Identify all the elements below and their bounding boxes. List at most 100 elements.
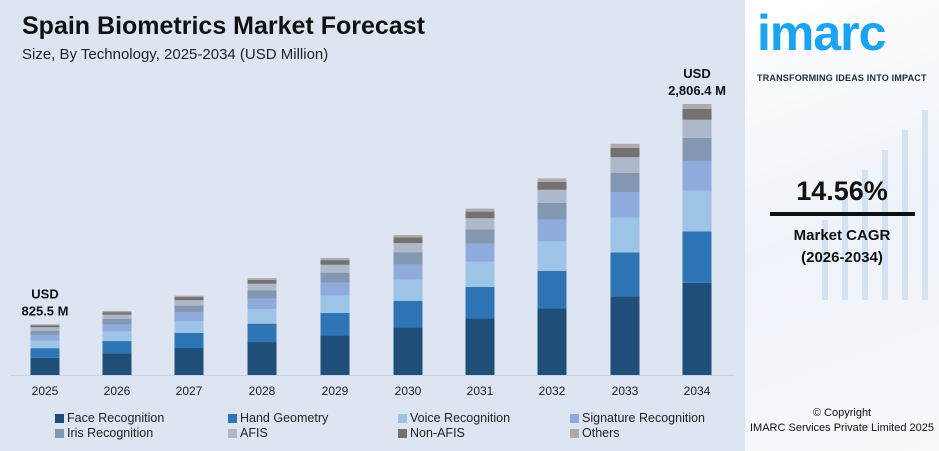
bar-segment-2026-signature-recognition xyxy=(102,324,132,332)
bar-segment-2032-voice-recognition xyxy=(537,241,567,271)
data-label: USD xyxy=(31,286,58,301)
copyright-company: IMARC Services Private Limited 2025 xyxy=(749,422,934,434)
cagr-divider xyxy=(770,212,915,216)
legend-swatch xyxy=(570,413,579,423)
legend-swatch xyxy=(398,413,407,423)
bar-segment-2033-iris-recognition xyxy=(610,172,640,193)
cagr-period: (2026-2034) xyxy=(801,249,883,266)
legend-item: AFIS xyxy=(228,426,268,440)
bar-segment-2034-face-recognition xyxy=(682,282,712,375)
bar-segment-2031-afis xyxy=(465,218,495,230)
bar-segment-2034-afis xyxy=(682,119,712,138)
bar-segment-2025-afis xyxy=(30,327,60,331)
bar-segment-2027-signature-recognition xyxy=(174,312,204,322)
bar-segment-2027-others xyxy=(174,295,204,298)
bar-segment-2033-non-afis xyxy=(610,147,640,158)
bar-segment-2025-voice-recognition xyxy=(30,340,60,349)
bar-segment-2029-iris-recognition xyxy=(320,272,350,283)
bar-segment-2032-signature-recognition xyxy=(537,219,567,242)
legend-swatch xyxy=(228,428,237,438)
bar-segment-2029-afis xyxy=(320,264,350,273)
bar-segment-2033-afis xyxy=(610,157,640,173)
bar-segment-2027-non-afis xyxy=(174,297,204,301)
bar-segment-2033-others xyxy=(610,143,640,148)
bar-segment-2034-iris-recognition xyxy=(682,137,712,161)
bar-segment-2032-hand-geometry xyxy=(537,270,567,309)
bar-segment-2025-iris-recognition xyxy=(30,330,60,335)
bar-segment-2025-face-recognition xyxy=(30,357,60,375)
legend-swatch xyxy=(55,413,64,423)
copyright-line: © Copyright xyxy=(812,407,872,419)
bar-segment-2026-others xyxy=(102,310,132,313)
legend-item: Voice Recognition xyxy=(398,411,510,425)
x-tick-label: 2033 xyxy=(612,384,639,398)
legend-label: Face Recognition xyxy=(67,411,165,425)
cagr-label: Market CAGR xyxy=(793,227,891,244)
legend-swatch xyxy=(570,428,579,438)
legend-item: Others xyxy=(570,426,620,440)
bar-segment-2031-signature-recognition xyxy=(465,243,495,262)
x-tick-label: 2032 xyxy=(539,384,566,398)
legend-label: Voice Recognition xyxy=(410,411,511,425)
bar-segment-2031-others xyxy=(465,208,495,212)
bar-segment-2034-non-afis xyxy=(682,108,712,120)
bar-segment-2031-voice-recognition xyxy=(465,261,495,287)
bar-segment-2028-face-recognition xyxy=(247,342,277,375)
legend-swatch xyxy=(55,428,64,438)
bar-segment-2026-voice-recognition xyxy=(102,331,132,342)
bar-segment-2033-signature-recognition xyxy=(610,192,640,218)
x-tick-label: 2031 xyxy=(467,384,494,398)
bar-segment-2026-non-afis xyxy=(102,312,132,315)
legend-item: Non-AFIS xyxy=(398,426,465,440)
bar-segment-2027-iris-recognition xyxy=(174,305,204,313)
bar-segment-2032-others xyxy=(537,178,567,182)
bar-segment-2028-others xyxy=(247,278,277,280)
cagr-value: 14.56% xyxy=(796,176,888,206)
bar-segment-2034-signature-recognition xyxy=(682,160,712,191)
legend-label: AFIS xyxy=(240,426,268,440)
bar-segment-2027-afis xyxy=(174,300,204,306)
bar-segment-2028-non-afis xyxy=(247,279,277,284)
chart-panel: Spain Biometrics Market Forecast Size, B… xyxy=(0,0,745,451)
legend-label: Hand Geometry xyxy=(240,411,329,425)
legend-item: Face Recognition xyxy=(55,411,164,425)
bar-segment-2034-hand-geometry xyxy=(682,231,712,283)
bar-segment-2028-voice-recognition xyxy=(247,309,277,324)
x-tick-label: 2027 xyxy=(176,384,203,398)
bar-segment-2028-hand-geometry xyxy=(247,323,277,343)
legend-label: Others xyxy=(582,426,620,440)
bar-segment-2028-signature-recognition xyxy=(247,298,277,310)
legend-label: Non-AFIS xyxy=(410,426,465,440)
legend-label: Iris Recognition xyxy=(67,426,154,440)
data-label: 825.5 M xyxy=(22,303,69,318)
bar-segment-2025-hand-geometry xyxy=(30,348,60,358)
x-tick-label: 2025 xyxy=(32,384,59,398)
x-tick-label: 2028 xyxy=(249,384,276,398)
chart-subtitle: Size, By Technology, 2025-2034 (USD Mill… xyxy=(22,46,329,63)
bar-segment-2030-voice-recognition xyxy=(393,279,423,301)
bar-segment-2030-face-recognition xyxy=(393,327,423,375)
bar-segment-2029-non-afis xyxy=(320,260,350,265)
bar-segment-2031-iris-recognition xyxy=(465,229,495,244)
bar-segment-2026-hand-geometry xyxy=(102,341,132,354)
bar-segment-2031-hand-geometry xyxy=(465,286,495,319)
bar-segment-2030-hand-geometry xyxy=(393,300,423,328)
bar-segment-2033-face-recognition xyxy=(610,296,640,375)
legend-swatch xyxy=(398,428,407,438)
bar-segment-2031-face-recognition xyxy=(465,318,495,375)
bar-segment-2027-face-recognition xyxy=(174,348,204,375)
imarc-logo: imarc xyxy=(757,5,886,61)
bar-segment-2034-voice-recognition xyxy=(682,190,712,232)
background-chart-graphic xyxy=(822,110,928,300)
bar-segment-2031-non-afis xyxy=(465,211,495,219)
bar-segment-2032-iris-recognition xyxy=(537,202,567,220)
bar-segment-2029-others xyxy=(320,258,350,261)
bar-segment-2026-face-recognition xyxy=(102,353,132,375)
legend-item: Signature Recognition xyxy=(570,411,705,425)
data-label: 2,806.4 M xyxy=(668,83,726,98)
brand-tagline: TRANSFORMING IDEAS INTO IMPACT xyxy=(757,73,927,83)
bar-segment-2027-voice-recognition xyxy=(174,321,204,333)
x-tick-label: 2029 xyxy=(322,384,349,398)
data-label: USD xyxy=(683,66,710,81)
legend-swatch xyxy=(228,413,237,423)
